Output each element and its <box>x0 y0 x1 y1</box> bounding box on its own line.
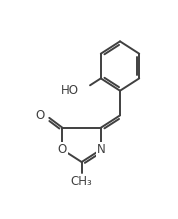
Text: O: O <box>58 143 67 156</box>
Text: N: N <box>96 143 105 156</box>
Text: O: O <box>35 109 45 122</box>
Text: CH₃: CH₃ <box>71 175 93 188</box>
Text: HO: HO <box>61 84 79 97</box>
